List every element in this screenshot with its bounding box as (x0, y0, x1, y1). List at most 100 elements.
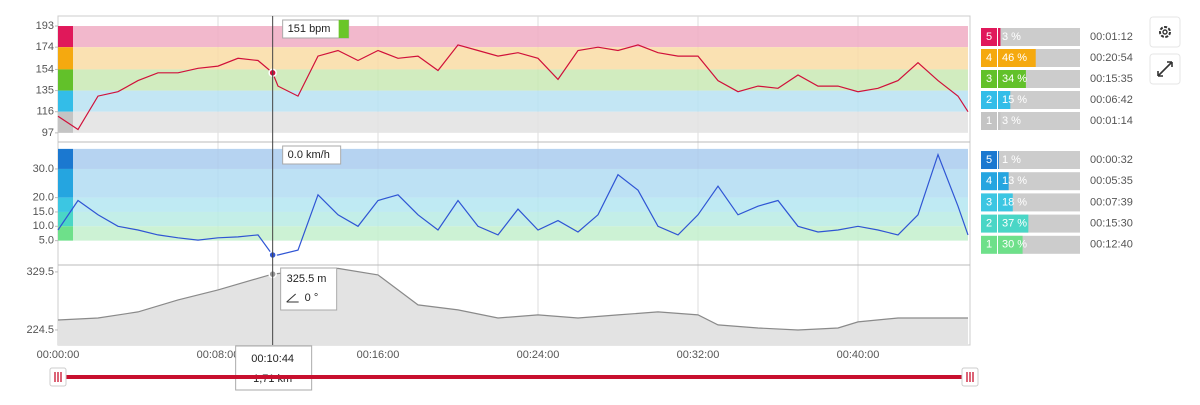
cursor-label: 325.5 m (287, 273, 327, 285)
zone-bar (998, 49, 1036, 67)
zone-number: 5 (986, 154, 992, 166)
cursor-time-box (235, 345, 313, 391)
zone-strip (58, 26, 73, 48)
series-line (57, 152, 969, 256)
zone-bar-track (998, 91, 1080, 109)
y-tick-label: 5.0 (39, 235, 54, 247)
zone-strip (58, 111, 73, 133)
y-tick-label: 329.5 (26, 266, 54, 278)
expand-icon (1157, 61, 1173, 77)
zone-band (73, 211, 968, 227)
zone-number-box (981, 70, 997, 88)
x-tick-label: 00:24:00 (517, 349, 560, 361)
zone-bar (998, 70, 1026, 88)
zone-number: 4 (986, 52, 992, 64)
panel: 224.5 329.5 00:00:00 00:08:00 00:16:00 00:24:… (26, 264, 970, 361)
zone-number-box (981, 172, 997, 191)
zone-number: 2 (986, 218, 992, 230)
zone-band (73, 69, 968, 91)
zone-band (73, 111, 968, 133)
zone-bar-track (998, 112, 1080, 130)
zone-percent: 46 % (1002, 52, 1027, 64)
zone-band (73, 226, 968, 241)
zone-bar (998, 172, 1009, 191)
zone-number-box (981, 235, 997, 254)
zone-percent: 3 % (1002, 115, 1021, 127)
x-tick-label: 00:40:00 (837, 349, 880, 361)
zone-bar (998, 235, 1023, 254)
zone-bar-track (998, 151, 1080, 169)
zone-number: 4 (986, 175, 992, 187)
cursor-label: 0.0 km/h (288, 149, 330, 161)
zone-strip (58, 168, 73, 198)
y-tick-label: 116 (36, 106, 54, 118)
zone-bar (998, 28, 1001, 46)
zone-band (73, 47, 968, 70)
zone-bar-track (998, 28, 1080, 46)
zone-number: 3 (986, 73, 992, 85)
zone-bar (998, 151, 999, 169)
y-tick-label: 30.0 (33, 163, 54, 175)
y-tick-label: 174 (36, 41, 54, 53)
zone-strip (58, 148, 73, 169)
zone-percent: 34 % (1002, 73, 1027, 85)
zone-number-box (981, 193, 997, 212)
zone-percent: 30 % (1002, 239, 1027, 251)
x-tick-label: 00:32:00 (677, 349, 720, 361)
zone-bar (998, 91, 1011, 109)
x-tick-label: 00:16:00 (357, 349, 400, 361)
panel: 97 116 135 154 174 193 151 bpm 5 3 % 00:01:12 4 46 … (36, 19, 1133, 139)
zone-strip (58, 90, 73, 112)
zone-bar (998, 214, 1029, 233)
zone-bar (998, 112, 1001, 130)
zone-number: 3 (986, 196, 992, 208)
expand-button[interactable] (1149, 53, 1181, 85)
zone-percent: 1 % (1002, 154, 1021, 166)
zone-time: 00:20:54 (1090, 52, 1133, 64)
x-tick-label: 00:08:00 (197, 349, 240, 361)
button-frame (1149, 16, 1181, 48)
settings-button[interactable] (1149, 16, 1181, 48)
y-tick-label: 97 (42, 127, 54, 139)
zone-strip (58, 69, 73, 91)
zone-number: 1 (986, 239, 992, 251)
zone-number-box (981, 214, 997, 233)
zone-number-box (981, 112, 997, 130)
zone-band (73, 148, 968, 169)
zone-band (73, 90, 968, 112)
y-tick-label: 10.0 (33, 220, 54, 232)
slope-icon (286, 293, 299, 303)
gear-icon (1159, 26, 1171, 38)
zone-percent: 3 % (1002, 31, 1021, 43)
cursor-label: 151 bpm (288, 23, 331, 35)
zone-percent: 18 % (1002, 196, 1027, 208)
cursor-time: 00:10:44 (251, 353, 294, 365)
y-tick-label: 154 (36, 63, 54, 75)
y-tick-label: 193 (36, 20, 54, 32)
y-tick-label: 20.0 (33, 192, 54, 204)
zone-number-box (981, 91, 997, 109)
y-tick-label: 15.0 (33, 206, 54, 218)
zone-percent: 15 % (1002, 94, 1027, 106)
zone-number-box (981, 49, 997, 67)
zone-time: 00:01:12 (1090, 31, 1133, 43)
panel: 5.0 10.0 15.0 20.0 30.0 0.0 km/h 5 1 % 00:00:32 4… (33, 141, 1133, 260)
zone-number-box (981, 28, 997, 46)
zone-time: 00:15:35 (1090, 73, 1133, 85)
zone-band (73, 26, 968, 48)
cursor-zone-tab (338, 20, 349, 38)
zone-percent: 13 % (1002, 175, 1027, 187)
zone-bar-track (998, 172, 1080, 191)
zone-strip (58, 226, 73, 241)
zone-time: 00:00:32 (1090, 154, 1133, 166)
cursor-label-box (280, 267, 338, 311)
zone-time: 00:05:35 (1090, 175, 1133, 187)
zone-time: 00:01:14 (1090, 115, 1133, 127)
zone-number: 5 (986, 31, 992, 43)
zone-time: 00:07:39 (1090, 196, 1133, 208)
zone-strip (58, 197, 73, 212)
zone-band (73, 197, 968, 212)
zone-number-box (981, 151, 997, 169)
elevation-line (57, 267, 968, 331)
